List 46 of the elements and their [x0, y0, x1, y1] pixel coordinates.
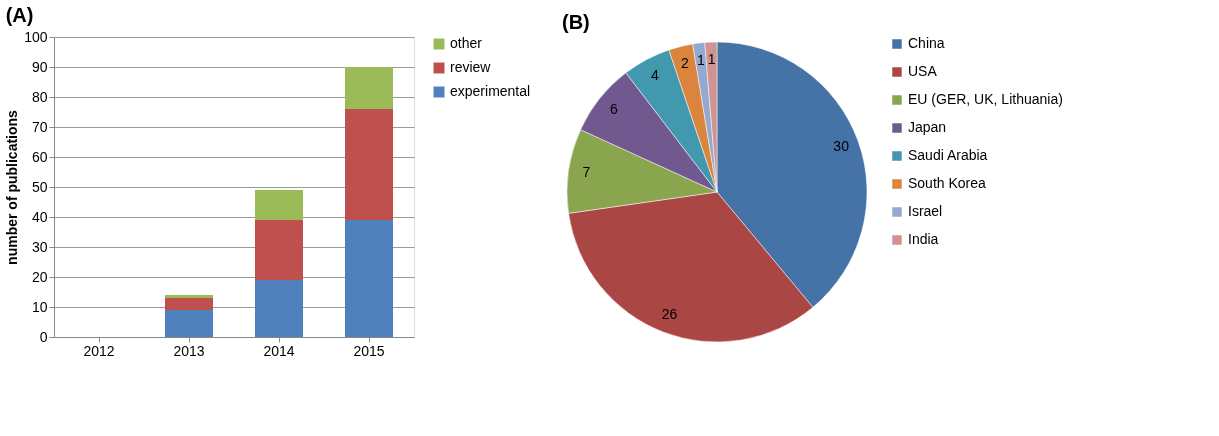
legend-label: China	[908, 35, 945, 51]
data-label: 26	[661, 306, 678, 323]
y-tick-label: 100	[24, 28, 48, 45]
data-label: 6	[609, 100, 618, 117]
bar	[345, 109, 393, 220]
bar	[255, 280, 303, 337]
y-axis-title: number of publications	[4, 109, 21, 265]
legend-label: experimental	[450, 83, 531, 99]
data-label: 7	[582, 164, 591, 181]
bar	[345, 67, 393, 109]
y-tick-label: 20	[31, 268, 48, 285]
data-label: 1	[707, 51, 716, 68]
y-tick-label: 40	[31, 208, 48, 225]
chart-title: (B)	[562, 11, 590, 33]
y-tick-label: 70	[31, 118, 48, 135]
data-label: 2	[681, 54, 690, 71]
legend-label: South Korea	[908, 175, 987, 191]
chart-title: (A)	[5, 4, 34, 26]
legend-label: India	[908, 231, 939, 247]
bar	[345, 220, 393, 337]
x-tick-label: 2014	[263, 342, 295, 359]
bar	[255, 220, 303, 280]
legend-label: review	[450, 59, 492, 75]
data-label: 1	[696, 51, 705, 68]
bar	[165, 298, 213, 310]
bar	[165, 310, 213, 337]
legend-label: EU (GER, UK, Lithuania)	[908, 91, 1063, 107]
legend-label: Israel	[908, 203, 943, 219]
legend-label: Japan	[908, 119, 947, 135]
bar	[255, 190, 303, 220]
bar	[165, 295, 213, 298]
y-tick-label: 80	[31, 88, 48, 105]
y-tick-label: 0	[39, 328, 48, 345]
x-tick-label: 2015	[353, 342, 385, 359]
data-label: 4	[651, 66, 660, 83]
y-tick-label: 60	[31, 148, 48, 165]
x-tick-label: 2012	[83, 342, 115, 359]
y-tick-label: 90	[31, 58, 48, 75]
data-label: 30	[833, 138, 850, 155]
legend-label: other	[450, 35, 483, 51]
legend-label: Saudi Arabia	[908, 147, 988, 163]
y-tick-label: 50	[31, 178, 48, 195]
y-tick-label: 30	[31, 238, 48, 255]
y-tick-label: 10	[31, 298, 48, 315]
x-tick-label: 2013	[173, 342, 205, 359]
legend-label: USA	[908, 63, 938, 79]
